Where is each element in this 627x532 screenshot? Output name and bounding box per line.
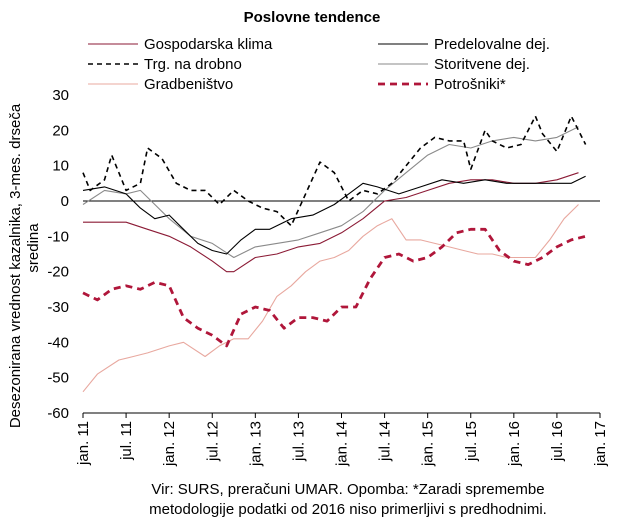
y-tick-label: -20	[47, 264, 69, 281]
series-line-1	[83, 176, 586, 254]
x-tick-label: jul. 11	[118, 421, 135, 461]
x-tick-label: jan. 13	[247, 421, 264, 467]
x-tick-label: jul. 12	[204, 421, 221, 462]
source-note-line2: metodologije podatki od 2016 niso primer…	[149, 501, 547, 518]
x-tick-label: jan. 16	[506, 421, 523, 467]
x-tick-label: jan. 17	[592, 421, 609, 467]
series-line-2	[83, 116, 586, 226]
x-tick-label: jul. 16	[549, 421, 566, 462]
x-tick-label: jan. 11	[75, 421, 92, 466]
x-tick-label: jul. 15	[463, 421, 480, 462]
y-axis-label-line2: sredina	[25, 223, 42, 273]
series-line-5	[83, 229, 586, 346]
y-tick-label: 30	[52, 87, 69, 104]
y-tick-label: 20	[52, 122, 69, 139]
legend: Gospodarska klima Predelovalne dej. Trg. n…	[88, 36, 550, 93]
y-tick-label: -40	[47, 334, 69, 351]
x-tick-label: jan. 15	[420, 421, 437, 467]
y-tick-label: 10	[52, 158, 69, 175]
legend-label: Storitvene dej.	[434, 56, 530, 73]
y-tick-labels: 30 20 10 0 -10 -20 -30 -40 -50 -60	[47, 87, 69, 422]
legend-label: Potrošniki*	[434, 76, 506, 93]
x-tick-label: jan. 12	[161, 421, 178, 467]
legend-label: Trg. na drobno	[144, 56, 242, 73]
series-lines	[83, 116, 586, 392]
legend-label: Gospodarska klima	[144, 36, 273, 53]
y-tick-label: -10	[47, 228, 69, 245]
legend-label: Gradbeništvo	[144, 76, 233, 93]
chart-title: Poslovne tendence	[244, 9, 381, 26]
y-axis-label-line1: Desezonirana vrednost kazalnika, 3-mes. …	[7, 103, 24, 428]
x-tick-label: jul. 14	[377, 421, 394, 462]
y-tick-label: -30	[47, 299, 69, 316]
y-axis-label: Desezonirana vrednost kazalnika, 3-mes. …	[7, 103, 42, 428]
y-tick-label: -50	[47, 370, 69, 387]
legend-label: Predelovalne dej.	[434, 36, 550, 53]
x-axis: jan. 11 jul. 11 jan. 12 jul. 12 jan. 13 jul. …	[75, 413, 609, 467]
y-tick-label: -60	[47, 405, 69, 422]
x-tick-label: jan. 14	[334, 421, 351, 467]
source-note-line1: Vir: SURS, preračuni UMAR. Opomba: *Zara…	[151, 481, 544, 498]
y-tick-label: 0	[61, 193, 69, 210]
x-tick-label: jul. 13	[290, 421, 307, 462]
